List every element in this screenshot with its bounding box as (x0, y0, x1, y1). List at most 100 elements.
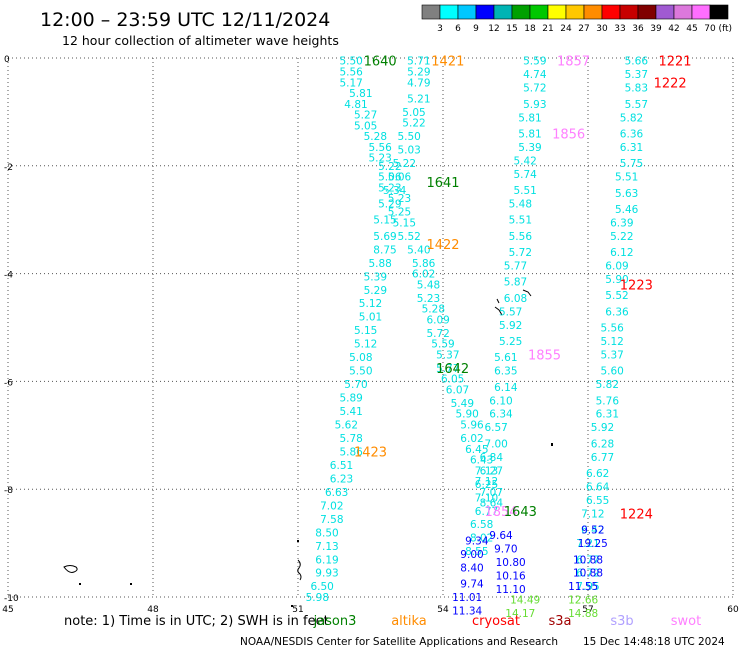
swh-value: 5.90 (605, 274, 628, 286)
swh-value: 5.12 (600, 336, 623, 348)
swh-value: 5.51 (509, 215, 532, 227)
swh-value: 5.57 (625, 99, 648, 111)
colorbar-swatch (601, 4, 621, 20)
swh-value: 6.34 (489, 409, 513, 421)
colorbar-unit: (ft) (718, 24, 732, 34)
colorbar-tick-label: 15 (506, 24, 517, 34)
colorbar-swatch (475, 4, 495, 20)
y-tick-label: -4 (4, 271, 13, 281)
swh-value: 5.27 (354, 110, 377, 122)
colorbar-swatch (709, 4, 729, 20)
swh-value: 5.60 (600, 366, 623, 378)
swh-value: 5.66 (625, 56, 649, 68)
swh-value: 6.08 (504, 293, 527, 305)
swh-value: 19.25 (578, 538, 608, 550)
swh-value: 5.50 (349, 366, 372, 378)
swh-value: 5.96 (460, 420, 484, 432)
swh-value: 5.49 (451, 398, 474, 410)
swh-value: 6.10 (489, 395, 512, 407)
swh-value: 5.98 (306, 592, 329, 604)
island-4 (291, 605, 293, 607)
series-swot: 5.594.745.725.935.815.815.395.425.745.51… (465, 56, 547, 558)
x-tick-label: 60 (727, 605, 739, 615)
y-tick-label: -2 (4, 163, 13, 173)
colorbar-swatch (637, 4, 657, 20)
swh-value: 5.37 (436, 349, 459, 361)
satellite-legend-jason3: jason3 (313, 614, 357, 629)
swh-value: 9.64 (489, 530, 513, 542)
colorbar-tick-label: 30 (596, 24, 608, 34)
swh-value: 5.52 (397, 231, 420, 243)
swh-value: 5.23 (368, 153, 391, 165)
satellite-legend-altika: altika (391, 614, 427, 629)
swh-value: 5.81 (349, 88, 372, 100)
island-3 (297, 540, 299, 542)
swh-value: 5.03 (397, 145, 420, 157)
swh-value: 5.88 (368, 258, 391, 270)
swh-value: 6.28 (591, 438, 614, 450)
footer-credit: NOAA/NESDIS Center for Satellite Applica… (240, 636, 558, 648)
pass-time-label: 1641 (426, 176, 459, 191)
series-altika: 5.715.294.795.215.055.225.505.035.225.06… (306, 56, 431, 604)
swh-value: 5.56 (509, 231, 533, 243)
swh-value: 5.72 (509, 247, 532, 259)
series-cryosat: 5.505.565.175.814.815.275.055.285.565.23… (339, 56, 503, 510)
swh-value: 5.05 (402, 107, 425, 119)
swh-value: 5.77 (504, 261, 527, 273)
axis-tick-labels: 45 48 51 54 57 60 0 -2 -4 -6 -8 -10 (2, 55, 739, 615)
swh-value: 6.64 (586, 482, 610, 494)
swh-value: 5.89 (339, 393, 362, 405)
swh-value: 8.50 (315, 527, 338, 539)
swh-value: 5.74 (513, 169, 537, 181)
swh-value: 7.58 (320, 514, 343, 526)
swh-value: 5.87 (504, 277, 527, 289)
colorbar-swatch (529, 4, 549, 20)
swh-value: 5.76 (596, 395, 620, 407)
pass-time-labels: 1640 1421 1857 1221 1222 1856 1641 1422 1223 1855… (354, 55, 692, 523)
swh-value: 5.41 (339, 406, 362, 418)
swh-value: 5.50 (339, 56, 362, 68)
swh-value: 5.15 (354, 325, 377, 337)
swh-value: 7.10 (475, 492, 498, 504)
colorbar-tick-label: 6 (455, 24, 461, 34)
swh-value: 5.52 (605, 290, 628, 302)
swh-value: 14.49 (510, 595, 540, 607)
swh-value: 9.52 (581, 525, 604, 537)
swh-value: 6.36 (620, 128, 644, 140)
plot-area: 45 48 51 54 57 600-2-4-6-8-10 5.505.565.175.8… (2, 55, 739, 620)
swh-value: 9.70 (494, 543, 517, 555)
swh-value: 4.79 (407, 77, 430, 89)
swh-value: 6.51 (330, 460, 353, 472)
coast-outline-3 (494, 289, 532, 316)
swh-value: 5.37 (625, 69, 648, 81)
swh-value: 5.15 (373, 215, 396, 227)
colorbar-swatch (511, 4, 531, 20)
swh-value: 5.25 (388, 207, 411, 219)
coast-outline-1 (63, 565, 78, 573)
colorbar-swatch (547, 4, 567, 20)
swh-value: 5.57 (499, 306, 522, 318)
colorbar-tick-label: 36 (632, 24, 644, 34)
swh-value: 5.56 (339, 66, 363, 78)
swh-value: 5.28 (364, 131, 387, 143)
swh-value: 5.40 (407, 244, 430, 256)
pass-time-label: 1223 (620, 278, 653, 293)
swh-value: 5.25 (499, 336, 522, 348)
swh-value: 11.55 (568, 581, 598, 593)
series-s3b: 5.665.375.835.575.826.366.315.755.515.63… (576, 56, 648, 594)
swh-value: 5.51 (615, 172, 638, 184)
colorbar-tick-label: 42 (668, 24, 679, 34)
swh-value: 6.09 (426, 314, 449, 326)
swh-value: 10.88 (573, 568, 603, 580)
colorbar-swatch (673, 4, 693, 20)
swh-value: 12.66 (568, 595, 598, 607)
swh-value: 5.06 (378, 172, 402, 184)
swh-value: 7.07 (480, 487, 503, 499)
colorbar-legend: 3 6 9 12 15 18 21 24 27 30 33 36 39 42 45 70 (ft) (421, 4, 732, 34)
satellite-legend-swot: swot (671, 614, 701, 629)
pass-time-label: 1222 (654, 76, 687, 91)
swh-value: 5.86 (339, 446, 363, 458)
swh-value: 5.69 (373, 231, 396, 243)
colorbar-swatch (565, 4, 585, 20)
swh-value: 8.64 (480, 498, 504, 510)
